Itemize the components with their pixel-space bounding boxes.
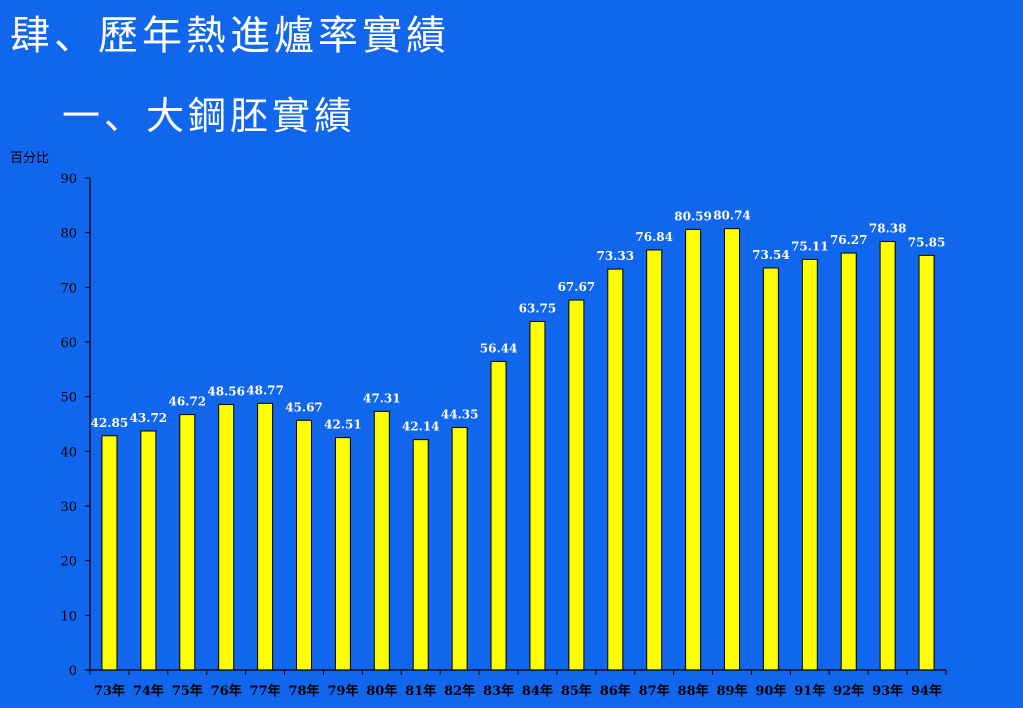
- bar: [801, 258, 818, 671]
- x-tick-label: 89年: [716, 683, 747, 699]
- y-tick-label: 30: [60, 500, 77, 515]
- x-tick-label: 84年: [522, 683, 553, 699]
- x-tick-label: 86年: [600, 683, 631, 699]
- x-tick-label: 79年: [327, 683, 358, 699]
- x-tick-label: 94年: [911, 683, 942, 699]
- bar: [490, 360, 507, 671]
- bar: [762, 267, 779, 671]
- y-tick-label: 70: [60, 281, 77, 296]
- x-tick-label: 74年: [133, 683, 164, 699]
- bar-value-label: 44.35: [441, 408, 479, 422]
- y-tick-label: 80: [60, 227, 77, 242]
- bar-value-label: 76.27: [830, 233, 868, 247]
- bar: [179, 414, 196, 671]
- x-tick-label: 87年: [639, 683, 670, 699]
- bar: [257, 402, 274, 671]
- bar-value-label: 46.72: [168, 395, 206, 409]
- bar: [373, 410, 390, 671]
- bar-value-label: 63.75: [519, 302, 557, 316]
- y-tick-label: 60: [60, 336, 77, 351]
- x-tick-label: 77年: [250, 683, 281, 699]
- bar: [918, 254, 935, 671]
- bar: [529, 321, 546, 671]
- bar-value-label: 48.77: [246, 383, 284, 397]
- x-tick-label: 73年: [94, 683, 125, 699]
- bar: [451, 427, 468, 671]
- bar-value-label: 80.59: [674, 209, 712, 223]
- y-tick-label: 40: [60, 445, 77, 460]
- bar: [840, 252, 857, 671]
- bar-value-label: 75.11: [791, 239, 829, 253]
- slide-title: 肆、歷年熱進爐率實績: [10, 13, 450, 59]
- x-tick-label: 92年: [833, 683, 864, 699]
- bar-value-label: 45.67: [285, 400, 323, 414]
- bar-value-label: 42.51: [324, 418, 362, 432]
- x-tick-label: 80年: [366, 683, 397, 699]
- x-tick-label: 83年: [483, 683, 514, 699]
- bar: [101, 435, 118, 671]
- bar-value-label: 42.85: [91, 416, 129, 430]
- bars: [101, 228, 935, 671]
- bar-value-label: 78.38: [869, 222, 907, 236]
- x-tick-label: 88年: [678, 683, 709, 699]
- y-axis-ticks: 0 10 20 30 40 50 60 70 80 90: [60, 172, 90, 679]
- slide-subtitle: 一、大鋼胚實績: [62, 94, 357, 138]
- x-tick-label: 90年: [755, 683, 786, 699]
- x-axis-ticks: 73年 74年 75年 76年 77年 78年 79年 80年 81年 82年 83年 84年 85年 8…: [89, 670, 947, 699]
- bar-value-label: 48.56: [207, 385, 245, 399]
- bar: [568, 299, 585, 671]
- bar: [412, 439, 429, 671]
- y-tick-label: 20: [60, 555, 77, 570]
- bar: [218, 404, 235, 671]
- x-tick-label: 93年: [872, 683, 903, 699]
- y-tick-label: 50: [60, 391, 77, 406]
- bar: [140, 430, 157, 671]
- x-tick-label: 78年: [288, 683, 319, 699]
- y-tick-label: 0: [69, 664, 77, 679]
- bar: [724, 228, 740, 671]
- bar-value-label: 73.54: [752, 248, 790, 262]
- x-tick-label: 82年: [444, 683, 475, 699]
- y-tick-label: 10: [60, 609, 77, 624]
- x-tick-label: 76年: [211, 683, 242, 699]
- bar: [334, 437, 351, 671]
- bar-value-label: 67.67: [558, 280, 596, 294]
- bar-value-label: 76.84: [635, 230, 673, 244]
- bar-value-label: 56.44: [480, 341, 518, 355]
- bar-value-label: 75.85: [908, 235, 946, 249]
- bar-value-label: 43.72: [130, 411, 168, 425]
- bar-value-label: 42.14: [402, 420, 440, 434]
- y-tick-label: 90: [60, 172, 77, 187]
- x-tick-label: 91年: [794, 683, 825, 699]
- bar-value-label: 80.74: [713, 209, 751, 223]
- bar: [296, 419, 312, 671]
- y-axis-label: 百分比: [10, 151, 49, 166]
- bar: [607, 268, 624, 671]
- x-tick-label: 81年: [405, 683, 436, 699]
- bar: [879, 241, 896, 671]
- bar-value-label: 47.31: [363, 391, 401, 405]
- bar-value-label: 73.33: [596, 249, 634, 263]
- x-tick-label: 85年: [561, 683, 592, 699]
- x-tick-label: 75年: [172, 683, 203, 699]
- bar: [685, 228, 702, 671]
- bar: [646, 249, 663, 671]
